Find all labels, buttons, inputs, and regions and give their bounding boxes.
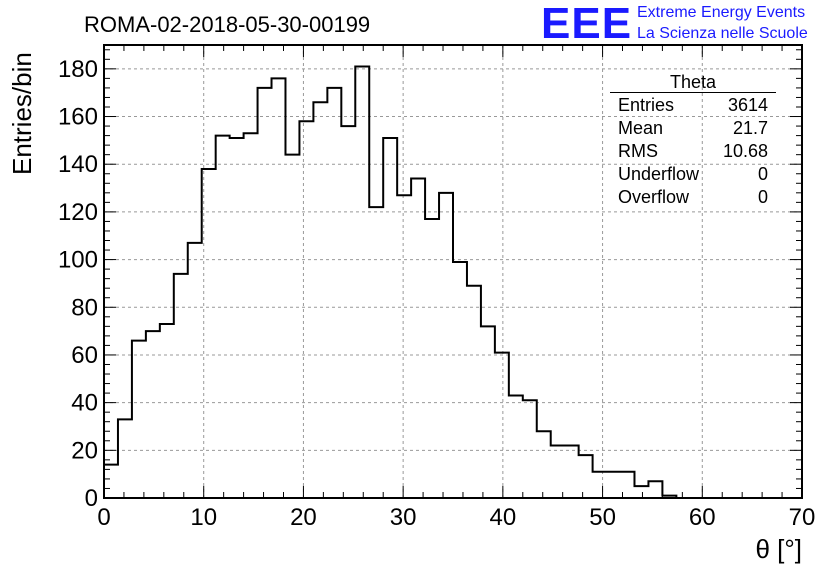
y-tick-label: 40 xyxy=(71,390,98,417)
histogram-bar xyxy=(146,331,160,498)
logo-subtitle-line1: Extreme Energy Events xyxy=(637,4,806,21)
stats-divider xyxy=(610,92,776,93)
eee-logo: EEE xyxy=(541,0,633,48)
x-tick-label: 50 xyxy=(589,504,616,531)
stats-value: 10.68 xyxy=(722,141,768,161)
histogram-bar xyxy=(341,126,355,498)
histogram-bar xyxy=(132,341,146,498)
histogram-bar xyxy=(383,138,397,498)
x-tick-label: 40 xyxy=(490,504,517,531)
stats-row-entries: Entries 3614 xyxy=(610,94,776,117)
x-tick-label: 60 xyxy=(689,504,716,531)
histogram-bar xyxy=(425,219,439,498)
histogram-bar xyxy=(648,481,662,498)
histogram-bar xyxy=(188,243,202,498)
stats-value: 0 xyxy=(757,164,768,184)
stats-label: Overflow xyxy=(618,187,690,207)
histogram-bar xyxy=(355,66,369,498)
y-tick-label: 120 xyxy=(58,199,98,226)
stats-row-mean: Mean 21.7 xyxy=(610,117,776,140)
logo-subtitle-line2: La Scienza nelle Scuole xyxy=(637,25,808,42)
histogram-bar xyxy=(509,395,523,498)
y-tick-label: 0 xyxy=(85,485,98,512)
x-tick-label: 0 xyxy=(97,504,110,531)
histogram-bar xyxy=(327,88,341,498)
stats-label: Underflow xyxy=(618,164,700,184)
stats-row-underflow: Underflow 0 xyxy=(610,163,776,186)
stats-title: Theta xyxy=(669,72,717,92)
x-tick-label: 20 xyxy=(290,504,317,531)
x-tick-label: 10 xyxy=(190,504,217,531)
run-title: ROMA-02-2018-05-30-00199 xyxy=(84,12,371,37)
histogram-bar xyxy=(453,262,467,498)
stats-value: 0 xyxy=(757,187,768,207)
histogram-outline xyxy=(104,65,802,499)
histogram-bar xyxy=(439,193,453,498)
histogram-bar xyxy=(607,472,621,498)
histogram-bar xyxy=(593,472,607,498)
x-axis-label: θ [°] xyxy=(755,534,802,564)
histogram-bar xyxy=(244,133,258,498)
histogram-bar xyxy=(579,455,593,498)
stats-label: Mean xyxy=(618,118,664,138)
histogram-bar xyxy=(160,324,174,498)
histogram-bar xyxy=(216,136,230,498)
x-tick-label: 70 xyxy=(789,504,816,531)
y-axis-label: Entries/bin xyxy=(7,52,37,175)
stats-label: RMS xyxy=(618,141,658,161)
histogram-bar xyxy=(230,138,244,498)
y-tick-label: 80 xyxy=(71,294,98,321)
histogram-bar xyxy=(467,286,481,498)
histogram-bar xyxy=(495,353,509,498)
histogram-bar xyxy=(369,207,383,498)
histogram-bar xyxy=(272,78,286,498)
histogram-bar xyxy=(118,419,132,498)
stats-box: Theta Entries 3614 Mean 21.7 RMS 10.68 U… xyxy=(610,72,776,209)
plot-frame xyxy=(103,44,803,499)
histogram-bar xyxy=(537,431,551,498)
y-tick-label: 160 xyxy=(58,104,98,131)
y-tick-label: 180 xyxy=(58,56,98,83)
y-tick-label: 60 xyxy=(71,342,98,369)
stats-value: 3614 xyxy=(727,95,768,115)
histogram-bar xyxy=(565,446,579,498)
histogram-bar xyxy=(299,121,313,498)
y-tick-label: 100 xyxy=(58,247,98,274)
histogram-bar xyxy=(313,102,327,498)
x-tick-label: 30 xyxy=(390,504,417,531)
histogram-bar xyxy=(258,88,272,498)
histogram-bar xyxy=(285,155,299,498)
stats-row-rms: RMS 10.68 xyxy=(610,140,776,163)
histogram-bar xyxy=(634,486,648,498)
histogram-bar xyxy=(397,195,411,498)
y-tick-label: 20 xyxy=(71,437,98,464)
stats-value: 21.7 xyxy=(732,118,768,138)
histogram-bar xyxy=(174,274,188,498)
histogram-bar xyxy=(523,400,537,498)
histogram-bar xyxy=(481,326,495,498)
stats-label: Entries xyxy=(618,95,675,115)
stats-row-overflow: Overflow 0 xyxy=(610,186,776,209)
y-tick-label: 140 xyxy=(58,151,98,178)
histogram-bar xyxy=(551,446,565,498)
